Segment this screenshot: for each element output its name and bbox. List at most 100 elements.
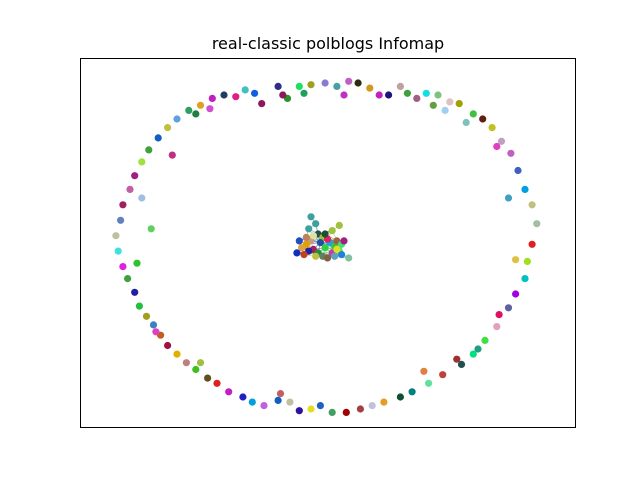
network-node (124, 275, 132, 283)
network-node (495, 311, 503, 319)
network-node (316, 239, 324, 247)
network-node (497, 137, 506, 145)
network-node (323, 254, 332, 262)
network-node (331, 252, 339, 260)
network-node (274, 396, 282, 404)
network-node (307, 405, 315, 413)
network-node (149, 321, 158, 329)
network-node (307, 213, 315, 221)
network-node (474, 345, 482, 353)
network-node (333, 245, 341, 253)
network-node (145, 146, 153, 154)
network-node (333, 82, 341, 90)
network-node (300, 251, 308, 259)
network-node (321, 230, 329, 238)
network-node (504, 194, 513, 202)
network-node (251, 89, 259, 97)
network-node (138, 158, 146, 166)
network-node (152, 328, 160, 336)
network-node (340, 91, 348, 99)
network-node (342, 408, 350, 416)
network-node (213, 379, 221, 387)
network-node (434, 91, 442, 99)
network-node (521, 185, 529, 193)
network-node (312, 252, 320, 260)
network-node (307, 81, 315, 89)
network-node (114, 247, 122, 255)
network-node (493, 323, 501, 331)
network-node (439, 371, 447, 379)
network-node (196, 101, 205, 109)
network-node (425, 379, 433, 387)
network-node (345, 254, 353, 262)
network-node (493, 142, 501, 151)
network-node (258, 100, 266, 108)
network-node (164, 124, 172, 132)
network-node (204, 374, 212, 382)
network-node (469, 110, 477, 118)
network-node (154, 134, 162, 142)
network-node (446, 98, 454, 106)
network-node (321, 79, 329, 87)
network-node (422, 89, 430, 97)
network-node (185, 106, 193, 114)
network-node (403, 89, 411, 97)
network-node (321, 244, 329, 252)
network-node (241, 86, 249, 94)
network-node (295, 407, 303, 415)
network-node (533, 220, 541, 228)
network-node (528, 201, 536, 209)
network-node (119, 263, 127, 271)
network-node (309, 232, 317, 240)
network-node (413, 94, 421, 102)
network-node (239, 393, 247, 401)
network-node (521, 275, 529, 283)
network-node (131, 172, 139, 180)
network-node (298, 244, 306, 252)
network-node (429, 101, 437, 109)
network-node (455, 100, 463, 108)
network-node (138, 194, 146, 202)
network-node (385, 91, 393, 99)
network-node (173, 350, 181, 358)
network-node (305, 225, 313, 233)
network-node (396, 393, 404, 401)
network-node (286, 398, 294, 406)
network-node (316, 402, 324, 410)
network-node (528, 240, 536, 248)
network-node (119, 201, 127, 209)
network-node (488, 124, 496, 132)
network-node (220, 91, 228, 99)
network-node (192, 110, 200, 118)
network-node (511, 290, 520, 298)
network-node (523, 257, 532, 265)
network-node (117, 216, 125, 224)
network-node (133, 259, 141, 267)
network-node (453, 355, 461, 363)
network-node (481, 336, 489, 344)
network-node (366, 84, 374, 92)
network-node (182, 359, 190, 367)
network-node (335, 221, 343, 229)
network-node (276, 390, 285, 398)
network-node (300, 89, 308, 97)
network-node (206, 105, 214, 113)
network-node (173, 115, 181, 123)
network-node (248, 398, 256, 406)
network-node (340, 237, 348, 245)
network-node (420, 367, 428, 375)
network-node (131, 288, 139, 296)
network-node (135, 302, 143, 310)
network-node (147, 225, 155, 233)
network-node (312, 220, 320, 228)
chart-title: real-classic polblogs Infomap (212, 34, 444, 53)
network-node (274, 82, 282, 90)
network-node (507, 149, 515, 157)
network-node (295, 82, 303, 90)
network-node (504, 304, 513, 312)
network-node (511, 256, 520, 264)
network-node (441, 106, 449, 114)
network-node (164, 341, 172, 350)
network-node (396, 82, 404, 90)
